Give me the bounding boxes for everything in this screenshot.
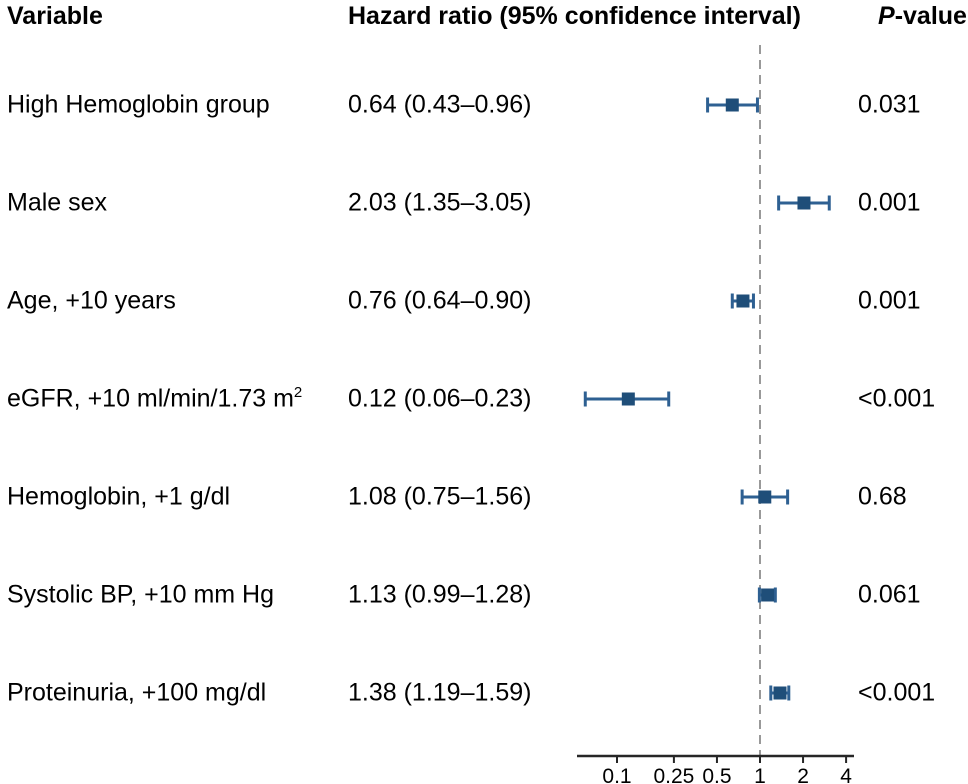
row-hazard-ratio: 0.12 (0.06–0.23) — [348, 384, 532, 413]
x-axis-tick-label: 4 — [840, 765, 852, 784]
column-header-variable: Variable — [7, 2, 103, 30]
row-label: Hemoglobin, +1 g/dl — [7, 482, 231, 511]
superscript-unit: 2 — [293, 383, 303, 401]
row-p-value: 0.68 — [858, 482, 907, 511]
row-hazard-ratio: 2.03 (1.35–3.05) — [348, 188, 532, 217]
row-label: eGFR, +10 ml/min/1.73 m2 — [7, 383, 303, 413]
row-label: Proteinuria, +100 mg/dl — [7, 678, 267, 707]
row-hazard-ratio: 0.76 (0.64–0.90) — [348, 286, 532, 315]
row-p-value: 0.031 — [858, 90, 921, 119]
row-label: High Hemoglobin group — [7, 90, 270, 119]
hr-marker — [773, 686, 787, 700]
x-axis-tick-label: 1 — [754, 765, 766, 784]
row-label: Age, +10 years — [7, 286, 176, 315]
hr-marker — [725, 98, 739, 112]
row-hazard-ratio: 1.13 (0.99–1.28) — [348, 580, 532, 609]
row-p-value: <0.001 — [858, 678, 936, 707]
row-hazard-ratio: 1.38 (1.19–1.59) — [348, 678, 532, 707]
hr-marker — [736, 294, 750, 308]
hr-marker — [621, 392, 635, 406]
x-axis-tick-label: 0.1 — [602, 765, 631, 784]
column-header-p-value: P-value — [878, 2, 967, 31]
x-axis-tick-label: 0.5 — [702, 765, 731, 784]
row-p-value: 0.001 — [858, 188, 921, 217]
x-axis-tick-label: 0.25 — [653, 765, 694, 784]
row-label: Male sex — [7, 188, 108, 217]
row-p-value: 0.001 — [858, 286, 921, 315]
p-value-header-italic: P — [878, 2, 895, 30]
hr-marker — [758, 490, 772, 504]
p-value-header-rest: -value — [894, 2, 967, 30]
hr-marker — [761, 588, 775, 602]
row-p-value: 0.061 — [858, 580, 921, 609]
row-p-value: <0.001 — [858, 384, 936, 413]
hr-marker — [797, 196, 811, 210]
row-label: Systolic BP, +10 mm Hg — [7, 580, 275, 609]
x-axis-tick-label: 2 — [797, 765, 809, 784]
row-hazard-ratio: 0.64 (0.43–0.96) — [348, 90, 532, 119]
row-hazard-ratio: 1.08 (0.75–1.56) — [348, 482, 532, 511]
column-header-hazard-ratio: Hazard ratio (95% confidence interval) — [348, 2, 801, 30]
